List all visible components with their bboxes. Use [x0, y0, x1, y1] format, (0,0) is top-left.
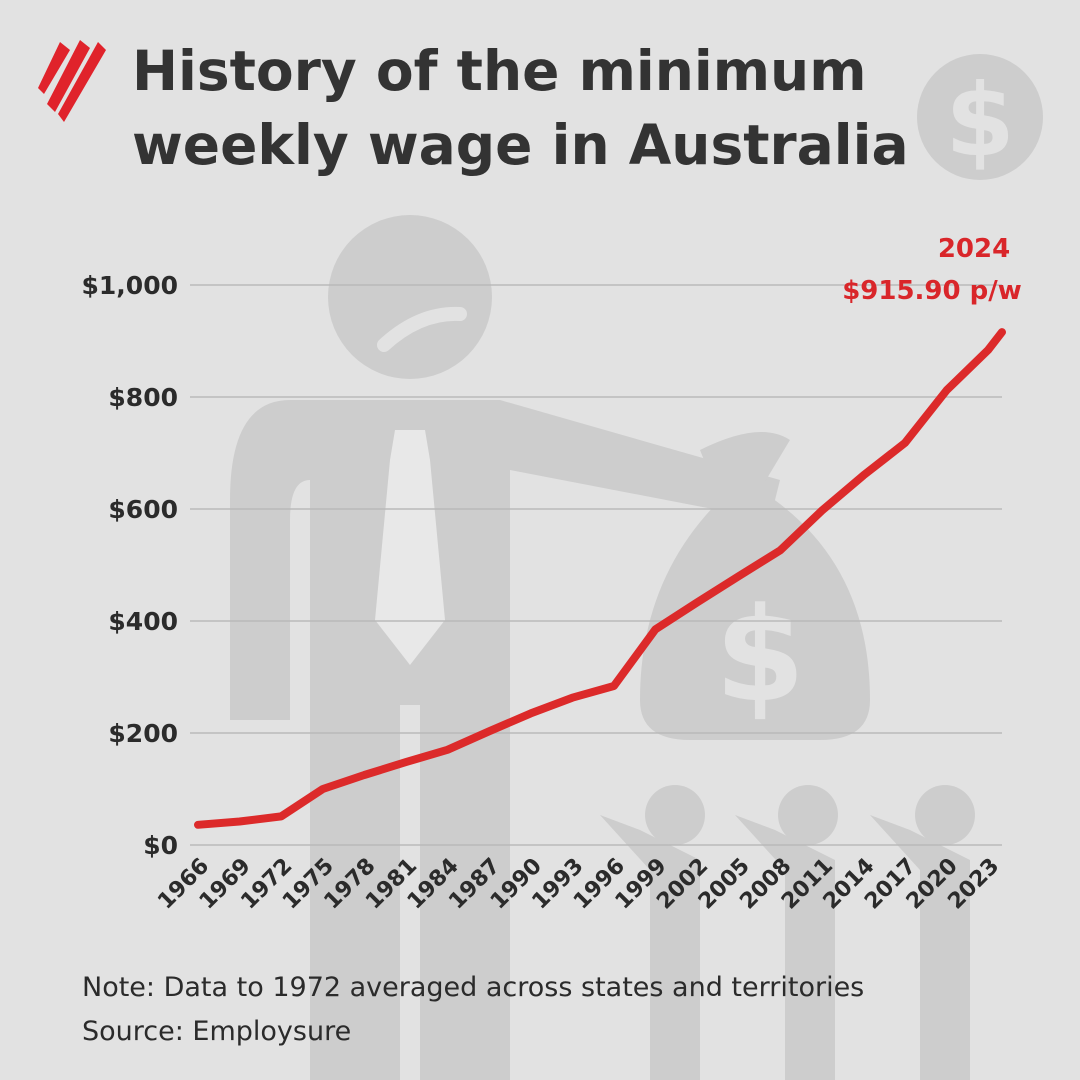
svg-text:$: $: [715, 579, 805, 731]
title-line-1: History of the minimum: [132, 39, 867, 103]
chart-series: [194, 328, 1006, 829]
y-axis: $0 $200 $400 $600 $800 $1,000: [82, 271, 178, 860]
y-tick-label: $800: [108, 383, 178, 412]
y-tick-label: $600: [108, 495, 178, 524]
title-line-2: weekly wage in Australia: [132, 113, 909, 177]
annotation-value: $915.90 p/w: [842, 276, 1022, 306]
page-title: History of the minimum weekly wage in Au…: [132, 34, 912, 182]
chart-gridlines: [190, 284, 1002, 846]
businessman-moneybag-watermark-icon: $ $: [230, 54, 1043, 1080]
chart-annotation: 2024 $915.90 p/w: [842, 234, 1022, 306]
y-tick-label: $0: [143, 831, 178, 860]
sbs-logo-icon: [38, 40, 106, 122]
y-tick-label: $1,000: [82, 271, 178, 300]
annotation-year: 2024: [938, 234, 1010, 264]
x-axis: 1966196919721975197819811984198719901993…: [153, 854, 1004, 915]
svg-text:$: $: [945, 62, 1015, 179]
y-tick-label: $200: [108, 719, 178, 748]
y-tick-label: $400: [108, 607, 178, 636]
series-line: [194, 328, 1006, 829]
chart-note: Note: Data to 1972 averaged across state…: [82, 972, 865, 1003]
chart-source: Source: Employsure: [82, 1016, 352, 1047]
